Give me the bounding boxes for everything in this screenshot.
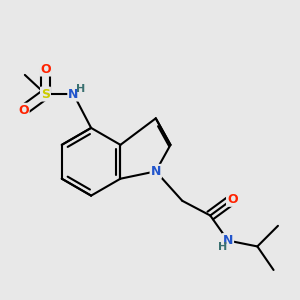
Text: N: N [223,234,233,247]
Text: S: S [41,88,50,100]
Text: N: N [151,165,161,178]
Text: O: O [40,62,51,76]
Text: H: H [76,84,86,94]
Text: H: H [218,242,227,252]
Text: O: O [227,193,238,206]
Text: N: N [68,88,79,100]
Text: O: O [18,104,29,117]
